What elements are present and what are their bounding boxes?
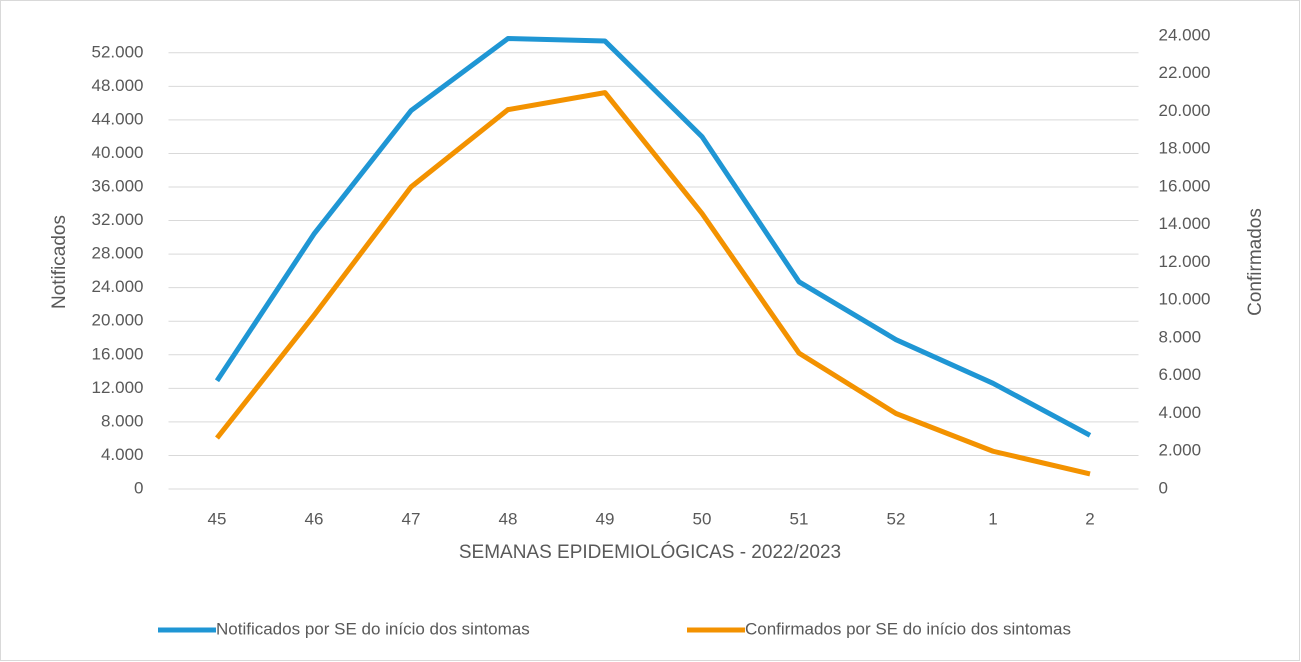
y-tick-label: 8.000 bbox=[101, 411, 144, 430]
y-tick-label: 16.000 bbox=[92, 344, 144, 363]
x-tick-label: 52 bbox=[887, 509, 906, 528]
y2-tick-label: 16.000 bbox=[1159, 176, 1211, 195]
y-tick-label: 12.000 bbox=[92, 378, 144, 397]
y-tick-label: 36.000 bbox=[92, 176, 144, 195]
x-tick-label: 46 bbox=[305, 509, 324, 528]
y2-tick-label: 24.000 bbox=[1159, 25, 1211, 44]
y2-tick-label: 8.000 bbox=[1159, 327, 1202, 346]
x-tick-label: 1 bbox=[988, 509, 997, 528]
legend-label: Confirmados por SE do início dos sintoma… bbox=[745, 619, 1071, 638]
y2-axis-title: Confirmados bbox=[1245, 208, 1266, 316]
y2-tick-label: 20.000 bbox=[1159, 101, 1211, 120]
y-tick-label: 28.000 bbox=[92, 244, 144, 263]
y2-tick-label: 2.000 bbox=[1159, 441, 1202, 460]
x-tick-label: 2 bbox=[1085, 509, 1094, 528]
x-tick-label: 50 bbox=[693, 509, 712, 528]
y-tick-label: 44.000 bbox=[92, 109, 144, 128]
y-tick-label: 0 bbox=[134, 478, 143, 497]
x-axis-title: SEMANAS EPIDEMIOLÓGICAS - 2022/2023 bbox=[459, 541, 841, 563]
y-tick-label: 40.000 bbox=[92, 143, 144, 162]
y-tick-label: 20.000 bbox=[92, 311, 144, 330]
x-tick-label: 51 bbox=[790, 509, 809, 528]
legend-label: Notificados por SE do início dos sintoma… bbox=[216, 619, 530, 638]
x-tick-label: 47 bbox=[402, 509, 421, 528]
y-tick-label: 4.000 bbox=[101, 445, 144, 464]
x-tick-label: 45 bbox=[208, 509, 227, 528]
y2-tick-label: 18.000 bbox=[1159, 139, 1211, 158]
y-tick-label: 48.000 bbox=[92, 76, 144, 95]
line-series bbox=[214, 36, 1092, 438]
x-tick-label: 48 bbox=[499, 509, 518, 528]
y2-tick-label: 6.000 bbox=[1159, 365, 1202, 384]
y-axis-title: Notificados bbox=[49, 215, 70, 309]
x-tick-label: 49 bbox=[596, 509, 615, 528]
y-tick-label: 52.000 bbox=[92, 42, 144, 61]
y2-tick-label: 14.000 bbox=[1159, 214, 1211, 233]
y2-tick-label: 12.000 bbox=[1159, 252, 1211, 271]
y2-tick-label: 0 bbox=[1159, 478, 1168, 497]
y2-tick-label: 4.000 bbox=[1159, 403, 1202, 422]
y2-tick-label: 22.000 bbox=[1159, 63, 1211, 82]
y-tick-label: 32.000 bbox=[92, 210, 144, 229]
line-series bbox=[215, 90, 1091, 477]
y2-tick-label: 10.000 bbox=[1159, 290, 1211, 309]
y-tick-label: 24.000 bbox=[92, 277, 144, 296]
